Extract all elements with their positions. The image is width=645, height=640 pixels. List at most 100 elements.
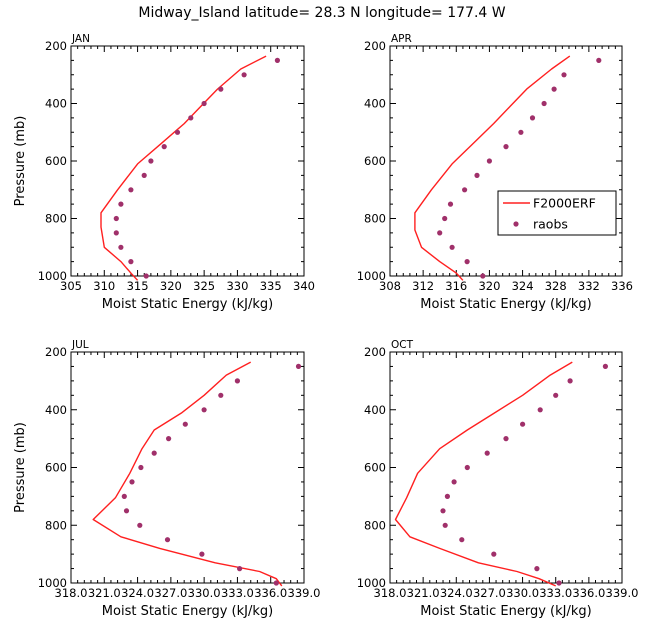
x-tick-label: 318.0 — [55, 586, 88, 600]
obs-point — [451, 479, 457, 485]
x-tick-label: 321.0 — [88, 586, 121, 600]
obs-point — [447, 201, 454, 207]
panel-jul: JUL 318.0 321.0 324.0 327.0 330.0 333.0 336.0 33… — [13, 339, 320, 619]
obs-point — [486, 158, 492, 164]
obs-point — [551, 86, 557, 92]
x-tick-label: 320 — [478, 279, 500, 293]
y-tick-label: 800 — [45, 518, 67, 532]
obs-point — [295, 363, 302, 369]
x-axis-label: Moist Static Energy (kJ/kg) — [420, 604, 591, 619]
obs-point — [161, 144, 167, 150]
obs-point — [123, 508, 130, 514]
obs-point — [148, 158, 154, 164]
obs-point — [128, 259, 134, 265]
obs-point — [484, 450, 490, 456]
obs-point — [128, 187, 134, 193]
y-tick-label: 200 — [364, 345, 386, 359]
obs-point — [166, 436, 172, 442]
obs-point — [201, 100, 207, 107]
x-axis-label: Moist Static Energy (kJ/kg) — [102, 604, 273, 619]
x-tick-label: 330.0 — [506, 586, 539, 600]
y-axis-label: Pressure (mb) — [13, 116, 28, 207]
x-tick-label: 324.0 — [121, 586, 154, 600]
x-tick-label: 336.0 — [572, 586, 605, 600]
x-axis-label: Moist Static Energy (kJ/kg) — [420, 297, 591, 312]
figure-title: Midway_Island latitude= 28.3 N longitude… — [138, 5, 505, 21]
plot-frame — [389, 351, 623, 584]
y-axis-label: Pressure (mb) — [13, 422, 28, 513]
obs-point — [442, 522, 448, 528]
obs-point — [474, 172, 480, 178]
y-tick-label: 1000 — [38, 269, 67, 283]
obs-point — [503, 436, 509, 442]
obs-point — [138, 464, 144, 471]
obs-point — [567, 378, 573, 384]
series-line-f2000erf — [394, 361, 573, 587]
legend-marker-swatch — [513, 221, 519, 227]
obs-point — [480, 273, 486, 279]
x-tick-label: 327.0 — [154, 586, 187, 600]
x-tick-label: 336 — [611, 279, 633, 293]
x-tick-label: 340 — [293, 279, 315, 293]
y-tick-label: 600 — [364, 154, 386, 168]
obs-point — [444, 493, 450, 499]
y-tick-label: 400 — [45, 97, 67, 111]
panel-label: APR — [391, 33, 412, 45]
x-tick-label: 324 — [512, 279, 534, 293]
panel-label: JAN — [71, 33, 90, 45]
obs-point — [459, 537, 465, 543]
obs-point — [462, 187, 468, 193]
legend-label-obs: raobs — [533, 217, 568, 232]
x-tick-label: 339.0 — [288, 586, 321, 600]
x-tick-label: 324.0 — [440, 586, 473, 600]
x-tick-label: 335 — [260, 279, 282, 293]
obs-point — [520, 421, 526, 427]
series-line-f2000erf — [414, 55, 571, 281]
x-tick-label: 330 — [226, 279, 248, 293]
x-tick-label: 321.0 — [407, 586, 440, 600]
panel-label: JUL — [71, 339, 89, 351]
obs-point — [537, 407, 543, 413]
obs-point — [143, 273, 149, 279]
y-tick-label: 1000 — [38, 576, 67, 590]
obs-point — [464, 259, 470, 265]
x-tick-label: 305 — [60, 279, 82, 293]
y-tick-label: 800 — [364, 212, 386, 226]
obs-point — [449, 244, 455, 250]
obs-point — [440, 508, 446, 514]
y-tick-label: 800 — [364, 518, 386, 532]
obs-point — [121, 493, 127, 499]
obs-point — [503, 144, 509, 150]
obs-point — [518, 129, 524, 135]
obs-point — [237, 566, 243, 572]
obs-point — [118, 244, 124, 250]
series-line-f2000erf — [92, 361, 283, 587]
x-tick-label: 333.0 — [539, 586, 572, 600]
y-tick-label: 1000 — [357, 576, 386, 590]
plot-frame — [70, 351, 305, 584]
obs-point — [201, 407, 207, 413]
obs-point — [129, 479, 135, 485]
x-axis-label: Moist Static Energy (kJ/kg) — [102, 297, 273, 312]
x-tick-label: 312 — [412, 279, 434, 293]
obs-point — [464, 464, 470, 471]
y-tick-label: 400 — [364, 403, 386, 417]
obs-point — [541, 100, 547, 107]
obs-point — [561, 72, 567, 78]
obs-point — [556, 580, 562, 586]
obs-point — [491, 551, 497, 557]
legend-box — [497, 190, 617, 236]
x-tick-label: 332 — [578, 279, 600, 293]
obs-point — [188, 115, 194, 121]
x-tick-label: 339.0 — [606, 586, 639, 600]
plot-frame — [70, 45, 305, 277]
obs-point — [137, 522, 143, 528]
x-tick-label: 310 — [93, 279, 115, 293]
obs-point — [118, 201, 124, 207]
obs-point — [273, 580, 279, 586]
obs-point — [182, 421, 188, 427]
y-tick-label: 600 — [45, 461, 67, 475]
x-tick-label: 325 — [193, 279, 215, 293]
y-tick-label: 400 — [364, 97, 386, 111]
